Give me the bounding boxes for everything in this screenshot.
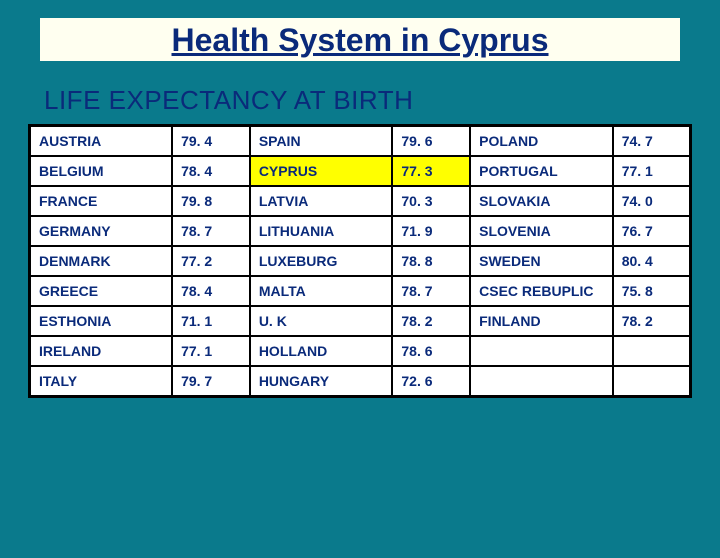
- cell-country: CSEC REBUPLIC: [470, 276, 613, 306]
- subtitle: LIFE EXPECTANCY AT BIRTH: [44, 85, 720, 116]
- cell-value: 78. 6: [392, 336, 470, 366]
- table-row: AUSTRIA 79. 4 SPAIN 79. 6 POLAND 74. 7: [30, 126, 691, 157]
- table-row: IRELAND 77. 1 HOLLAND 78. 6: [30, 336, 691, 366]
- cell-value: 77. 1: [613, 156, 691, 186]
- cell-country: AUSTRIA: [30, 126, 173, 157]
- cell-empty: [470, 366, 613, 397]
- cell-country: POLAND: [470, 126, 613, 157]
- cell-value: 70. 3: [392, 186, 470, 216]
- cell-value: 78. 7: [392, 276, 470, 306]
- cell-country: ESTHONIA: [30, 306, 173, 336]
- cell-value: 78. 2: [613, 306, 691, 336]
- cell-value: 74. 0: [613, 186, 691, 216]
- cell-value: 78. 4: [172, 156, 250, 186]
- table-row: ITALY 79. 7 HUNGARY 72. 6: [30, 366, 691, 397]
- cell-country: FINLAND: [470, 306, 613, 336]
- cell-value: 71. 1: [172, 306, 250, 336]
- table-row: BELGIUM 78. 4 CYPRUS 77. 3 PORTUGAL 77. …: [30, 156, 691, 186]
- cell-country: DENMARK: [30, 246, 173, 276]
- cell-country: IRELAND: [30, 336, 173, 366]
- life-expectancy-table: AUSTRIA 79. 4 SPAIN 79. 6 POLAND 74. 7 B…: [28, 124, 692, 398]
- title-bar: Health System in Cyprus: [40, 18, 680, 61]
- cell-country: PORTUGAL: [470, 156, 613, 186]
- cell-country: SPAIN: [250, 126, 393, 157]
- cell-value: 78. 8: [392, 246, 470, 276]
- table-row: GREECE 78. 4 MALTA 78. 7 CSEC REBUPLIC 7…: [30, 276, 691, 306]
- table-row: DENMARK 77. 2 LUXEBURG 78. 8 SWEDEN 80. …: [30, 246, 691, 276]
- cell-country: U. K: [250, 306, 393, 336]
- cell-value: 79. 4: [172, 126, 250, 157]
- cell-value: 72. 6: [392, 366, 470, 397]
- cell-country: SLOVAKIA: [470, 186, 613, 216]
- cell-country: SWEDEN: [470, 246, 613, 276]
- cell-country: HUNGARY: [250, 366, 393, 397]
- table-row: ESTHONIA 71. 1 U. K 78. 2 FINLAND 78. 2: [30, 306, 691, 336]
- cell-country: MALTA: [250, 276, 393, 306]
- cell-value: 78. 2: [392, 306, 470, 336]
- table-container: AUSTRIA 79. 4 SPAIN 79. 6 POLAND 74. 7 B…: [28, 124, 692, 398]
- cell-country: LUXEBURG: [250, 246, 393, 276]
- cell-value: 77. 2: [172, 246, 250, 276]
- cell-country: SLOVENIA: [470, 216, 613, 246]
- cell-value: 79. 7: [172, 366, 250, 397]
- cell-country-highlight: CYPRUS: [250, 156, 393, 186]
- cell-country: FRANCE: [30, 186, 173, 216]
- cell-value: 74. 7: [613, 126, 691, 157]
- cell-value-highlight: 77. 3: [392, 156, 470, 186]
- cell-value: 75. 8: [613, 276, 691, 306]
- cell-value: 77. 1: [172, 336, 250, 366]
- cell-country: ITALY: [30, 366, 173, 397]
- cell-country: HOLLAND: [250, 336, 393, 366]
- cell-country: LATVIA: [250, 186, 393, 216]
- cell-value: 78. 7: [172, 216, 250, 246]
- cell-empty: [470, 336, 613, 366]
- cell-country: GREECE: [30, 276, 173, 306]
- cell-value: 79. 6: [392, 126, 470, 157]
- cell-value: 76. 7: [613, 216, 691, 246]
- cell-value: 80. 4: [613, 246, 691, 276]
- table-row: FRANCE 79. 8 LATVIA 70. 3 SLOVAKIA 74. 0: [30, 186, 691, 216]
- cell-value: 71. 9: [392, 216, 470, 246]
- cell-empty: [613, 336, 691, 366]
- page-title: Health System in Cyprus: [172, 22, 549, 58]
- cell-country: GERMANY: [30, 216, 173, 246]
- table-row: GERMANY 78. 7 LITHUANIA 71. 9 SLOVENIA 7…: [30, 216, 691, 246]
- cell-country: LITHUANIA: [250, 216, 393, 246]
- cell-value: 78. 4: [172, 276, 250, 306]
- cell-value: 79. 8: [172, 186, 250, 216]
- cell-empty: [613, 366, 691, 397]
- cell-country: BELGIUM: [30, 156, 173, 186]
